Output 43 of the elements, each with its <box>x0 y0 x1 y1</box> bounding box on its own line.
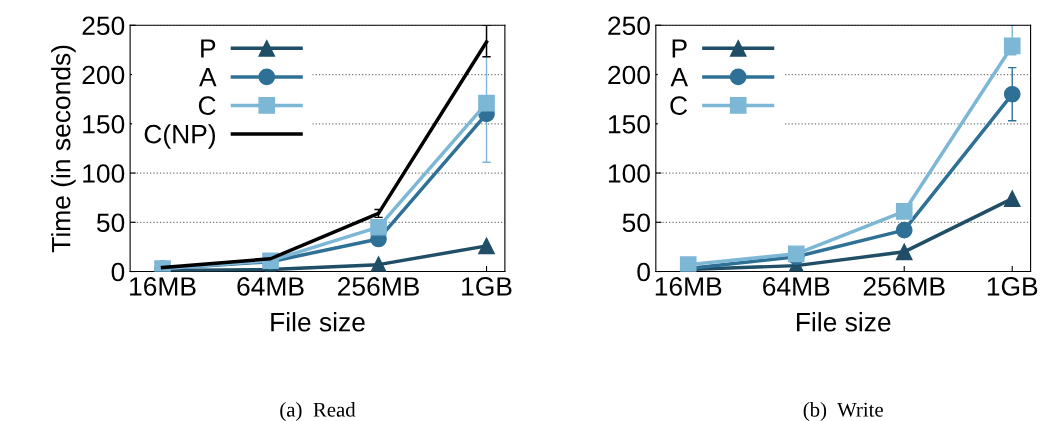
legend-label: C(NP) <box>144 124 215 149</box>
x-tick-label: 64MB <box>763 277 830 296</box>
y-axis-title: Time (in seconds) <box>51 45 76 253</box>
y-tick-label: 250 <box>608 16 650 36</box>
y-tick-label: 0 <box>637 262 650 282</box>
text: (b) Write <box>803 402 883 421</box>
point <box>1003 37 1021 55</box>
point <box>895 243 913 261</box>
x-axis-title: File size <box>796 312 891 332</box>
y-tick-label: 50 <box>622 213 650 233</box>
point <box>1003 190 1021 207</box>
legend-label: P <box>672 39 687 58</box>
x-tick-label: 16MB <box>655 277 722 296</box>
legend-label: A <box>670 67 689 87</box>
legend-label: C <box>198 96 216 115</box>
legend-label: A <box>199 67 217 87</box>
y-tick-label: 250 <box>82 16 125 36</box>
y-tick-label: 0 <box>111 262 125 282</box>
text: (a) Read <box>280 402 356 421</box>
point <box>895 221 913 239</box>
legend-label: C <box>670 96 688 115</box>
point <box>1003 85 1021 103</box>
point <box>478 94 495 112</box>
point <box>370 218 387 236</box>
y-tick-label: 100 <box>608 164 650 183</box>
x-tick-label: 64MB <box>237 277 304 296</box>
x-tick-label: 1GB <box>462 277 512 296</box>
y-tick-label: 50 <box>96 213 125 233</box>
y-tick-label: 150 <box>83 114 125 134</box>
point <box>895 203 913 220</box>
point <box>370 256 387 272</box>
point <box>679 256 697 272</box>
y-tick-label: 150 <box>608 114 650 134</box>
x-tick-label: 256MB <box>338 277 419 296</box>
legend-label: P <box>201 39 216 58</box>
x-tick-label: 256MB <box>863 277 945 296</box>
x-tick-label: 1GB <box>987 277 1038 296</box>
point <box>478 237 495 255</box>
y-tick-label: 100 <box>83 164 125 183</box>
y-tick-label: 200 <box>82 65 125 85</box>
x-axis-title: File size <box>271 312 365 332</box>
y-tick-label: 200 <box>608 65 650 85</box>
x-tick-label: 16MB <box>130 277 196 296</box>
